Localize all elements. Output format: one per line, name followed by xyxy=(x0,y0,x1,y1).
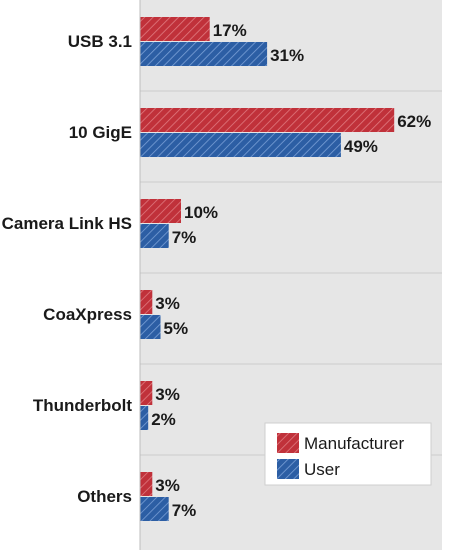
legend: Manufacturer User xyxy=(264,422,432,486)
value-label-manufacturer-usb-3-1: 17% xyxy=(213,21,247,40)
bar-user-coaxpress xyxy=(140,315,161,339)
value-label-user-thunderbolt: 2% xyxy=(151,410,176,429)
bar-user-thunderbolt xyxy=(140,406,149,430)
value-label-manufacturer-coaxpress: 3% xyxy=(155,294,180,313)
category-label-camera-link-hs: Camera Link HS xyxy=(2,214,132,233)
legend-label-user: User xyxy=(304,460,340,479)
value-label-manufacturer-thunderbolt: 3% xyxy=(155,385,180,404)
category-label-usb-3-1: USB 3.1 xyxy=(68,32,132,51)
bar-user-usb-3-1 xyxy=(140,42,268,66)
value-labels: 17% 31% 62% 49% 10% 7% 3% 5% 3% 2% 3% 7% xyxy=(151,21,431,520)
bar-manufacturer-thunderbolt xyxy=(140,381,153,405)
legend-swatch-manufacturer xyxy=(277,433,299,453)
bar-manufacturer-usb-3-1 xyxy=(140,17,210,41)
bars xyxy=(140,17,395,521)
bar-user-camera-link-hs xyxy=(140,224,169,248)
bar-manufacturer-coaxpress xyxy=(140,290,153,314)
value-label-user-others: 7% xyxy=(172,501,197,520)
bar-user-10-gige xyxy=(140,133,341,157)
value-label-user-usb-3-1: 31% xyxy=(270,46,304,65)
value-label-user-coaxpress: 5% xyxy=(164,319,189,338)
legend-label-manufacturer: Manufacturer xyxy=(304,434,404,453)
value-label-manufacturer-10-gige: 62% xyxy=(397,112,431,131)
bar-manufacturer-10-gige xyxy=(140,108,395,132)
value-label-user-10-gige: 49% xyxy=(344,137,378,156)
bar-manufacturer-others xyxy=(140,472,153,496)
bar-manufacturer-camera-link-hs xyxy=(140,199,181,223)
value-label-manufacturer-camera-link-hs: 10% xyxy=(184,203,218,222)
category-label-thunderbolt: Thunderbolt xyxy=(33,396,132,415)
value-label-manufacturer-others: 3% xyxy=(155,476,180,495)
legend-swatch-user xyxy=(277,459,299,479)
category-label-10-gige: 10 GigE xyxy=(69,123,132,142)
gridlines xyxy=(140,90,442,456)
value-label-user-camera-link-hs: 7% xyxy=(172,228,197,247)
category-labels: USB 3.1 10 GigE Camera Link HS CoaXpress Thu… xyxy=(2,32,133,506)
category-label-coaxpress: CoaXpress xyxy=(43,305,132,324)
category-label-others: Others xyxy=(77,487,132,506)
bar-user-others xyxy=(140,497,169,521)
